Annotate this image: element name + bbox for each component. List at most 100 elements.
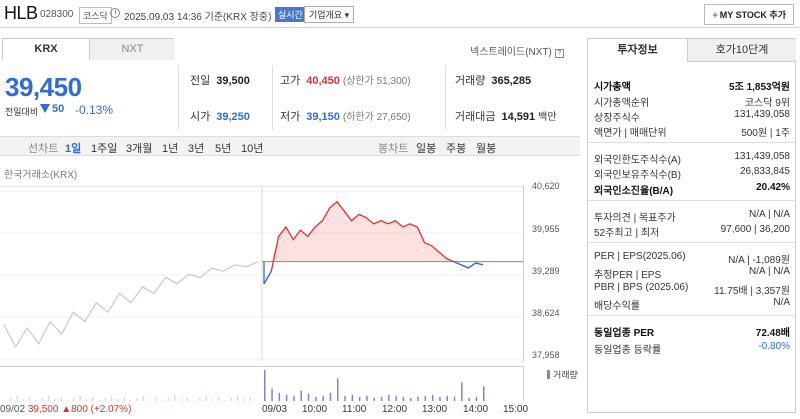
info-row: 52주최고 | 최저 97,600 | 36,200 [594, 224, 790, 239]
volume: 거래량 365,285 [455, 72, 531, 88]
high-value: 40,450 [306, 75, 340, 87]
volume-bar [410, 397, 412, 401]
info-row-label: PER | EPS(2025.06) [594, 251, 686, 262]
price-change: 50 [40, 103, 64, 115]
prev-volume-bar [123, 397, 125, 401]
period-5y[interactable]: 5년 [215, 143, 232, 155]
info-row: PER | EPS(2025.06) N/A | -1,089원 [594, 251, 790, 266]
prev-volume-bar [136, 398, 138, 401]
info-row-value: N/A [773, 297, 790, 308]
price-chart[interactable] [0, 186, 524, 362]
prev-volume-bar [186, 397, 188, 401]
period-10y[interactable]: 10년 [241, 143, 264, 155]
prev-volume-bar [60, 397, 62, 401]
prev-close: 전일 39,500 [190, 72, 250, 88]
high-label: 고가 [280, 75, 301, 87]
volume-bar [271, 388, 273, 401]
tab-nxt[interactable]: NXT [89, 39, 175, 60]
volume-bar [344, 395, 346, 401]
low-value: 39,150 [306, 111, 340, 123]
realtime-badge[interactable]: 실시간 [275, 7, 306, 22]
info-row-value: 72.48배 [755, 328, 790, 339]
prev-volume-bar [98, 400, 100, 401]
candle-monthly[interactable]: 월봉 [476, 143, 497, 155]
divider [588, 315, 796, 316]
volume-chart [0, 366, 524, 401]
prev-label: 전일 [190, 75, 211, 87]
price-change-value: 50 [52, 103, 65, 115]
volume-bar [439, 396, 441, 401]
volume-bar [395, 395, 397, 401]
volume-bar [307, 393, 310, 401]
info-row-value: 500원 | 1주 [741, 128, 790, 139]
volume-label: 거래량 [455, 75, 486, 87]
chevron-down-icon: ▾ [344, 10, 350, 20]
period-3y[interactable]: 3년 [188, 143, 205, 155]
y-tick: 39,955 [532, 224, 560, 234]
info-row-value: 5조 1,853억원 [729, 82, 790, 93]
market-badge: 코스닥 [79, 7, 112, 24]
info-row-label: 배당수익률 [594, 301, 640, 312]
volume-bar [373, 397, 375, 401]
add-mystock-button[interactable]: + MY STOCK 추가 [704, 4, 794, 25]
prev-volume-bar [41, 398, 43, 401]
change-label: 전일대비 [5, 107, 39, 117]
period-3m[interactable]: 3개월 [126, 143, 153, 155]
info-row-value: 20.42% [756, 182, 790, 193]
info-row: 배당수익률 N/A [594, 297, 790, 312]
info-row: 추정PER | EPS N/A | N/A [594, 266, 790, 281]
value-label: 거래대금 [455, 111, 496, 123]
info-row-label: 추정PER | EPS [594, 270, 662, 281]
upper-limit: (상한가 51,300) [342, 76, 411, 87]
price-change-pct: -0.13% [75, 103, 114, 117]
volume-bar [380, 396, 383, 401]
x-tick: 11:00 [342, 404, 367, 415]
info-row-label: 동일업종 PER [594, 328, 655, 339]
period-1d[interactable]: 1일 [65, 143, 82, 155]
info-row: 시가총액 5조 1,853억원 [594, 78, 790, 93]
info-row-value: N/A | N/A [749, 266, 790, 277]
tab-krx[interactable]: KRX [3, 39, 89, 60]
prev-volume-bar [54, 399, 56, 401]
info-row-value: 131,439,058 [734, 109, 790, 120]
volume-bar [402, 396, 405, 401]
corp-overview-label: 기업개요 [309, 10, 343, 20]
candle-weekly[interactable]: 주봉 [446, 143, 467, 155]
info-row-value: 131,439,058 [734, 151, 790, 162]
period-1y[interactable]: 1년 [162, 143, 179, 155]
corp-overview-dropdown[interactable]: 기업개요 ▾ [304, 6, 355, 23]
prev-volume-bar [193, 400, 195, 401]
volume-bar [358, 396, 361, 401]
candle-chart-toggle[interactable]: 봉차트 [378, 143, 409, 155]
volume-bar [293, 395, 295, 401]
down-triangle-icon [40, 104, 50, 113]
volume-bar [453, 396, 456, 401]
nxt-link[interactable]: 넥스트레이드(NXT)? [470, 43, 564, 58]
prev-volume-bar [142, 396, 144, 401]
stock-header: HLB 028300 코스닥 2025.09.03 14:36 기준(KRX 장… [0, 0, 800, 28]
tab-ask-levels[interactable]: 호가10단계 [688, 39, 796, 62]
help-icon[interactable]: ? [554, 49, 564, 58]
volume-legend-label: 거래량 [553, 370, 578, 380]
info-row-label: 시가총액 [594, 82, 631, 93]
high-price: 고가 40,450 (상한가 51,300) [280, 72, 411, 88]
line-chart-toggle[interactable]: 선차트 [28, 143, 59, 155]
info-row-label: 52주최고 | 최저 [594, 228, 660, 239]
info-row-label: 외국인소진율(B/A) [594, 186, 674, 197]
prev-volume-bar [22, 399, 25, 401]
volume-bar [446, 395, 448, 401]
x-tick: 14:00 [463, 404, 489, 415]
info-row-value: N/A | -1,089원 [728, 255, 790, 266]
period-1w[interactable]: 1주일 [91, 143, 118, 155]
volume-bar [483, 386, 485, 401]
current-price: 39,450 [5, 72, 82, 102]
x-tick: 12:00 [382, 404, 408, 415]
volume-bar [329, 392, 332, 401]
candle-daily[interactable]: 일봉 [416, 143, 437, 155]
info-row-label: 상장주식수 [594, 113, 640, 124]
prev-volume-bar [237, 396, 239, 401]
tab-investment-info[interactable]: 투자정보 [588, 39, 688, 62]
prev-volume-bar [79, 396, 81, 401]
open-price: 시가 39,250 [190, 108, 250, 124]
prev-volume-bar [4, 400, 6, 401]
